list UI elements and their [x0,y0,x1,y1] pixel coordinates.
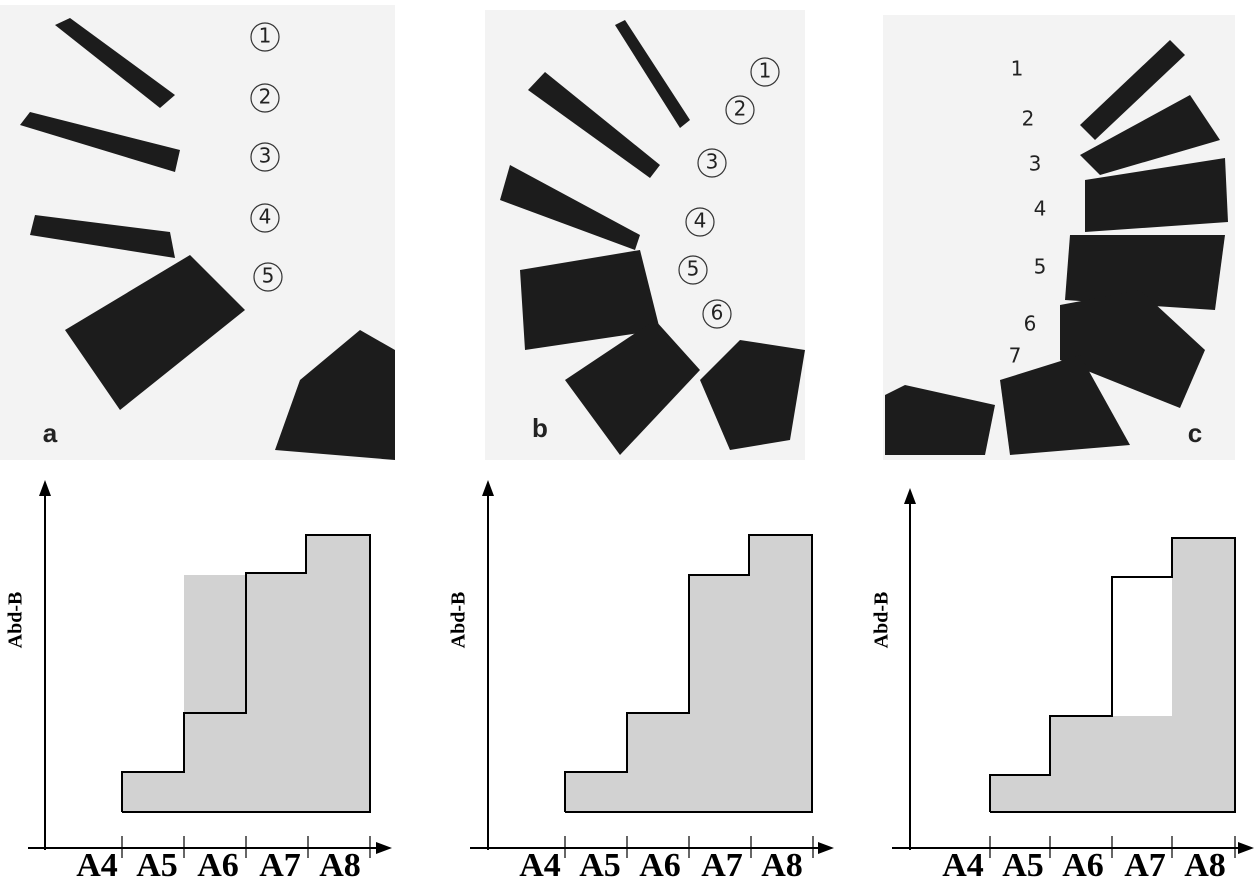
segment-number: 2 [1022,107,1035,131]
segment-number: 4 [694,209,707,233]
segment-number: 2 [734,97,747,121]
step-diagram [470,480,834,858]
segment-number: 1 [1011,57,1024,81]
step-diagram [892,488,1254,858]
segment-number: 5 [1034,255,1047,279]
segment-number: 6 [1024,312,1037,336]
segment-number: 6 [711,301,724,325]
x-tick-label: A6 [1062,847,1104,884]
segment-number: 5 [262,264,275,288]
segment-number: 5 [687,257,700,281]
y-axis-label: Abd-B [448,592,470,649]
y-axis-label: Abd-B [5,592,27,649]
x-tick-label: A4 [76,847,118,884]
segment-number: 2 [259,85,272,109]
x-tick-label: A4 [942,847,984,884]
y-axis-label: Abd-B [871,592,893,649]
x-tick-label: A5 [579,847,621,884]
x-tick-label: A5 [136,847,178,884]
segment-number: 1 [759,59,772,83]
segment-number: 3 [1029,152,1042,176]
segment-number: 3 [706,150,719,174]
panel-letter: a [43,418,58,448]
segment-number: 3 [259,144,272,168]
micrograph [0,5,395,460]
segment-number: 1 [259,24,272,48]
panel-letter: c [1188,418,1202,448]
x-tick-label: A7 [701,847,743,884]
segment-number: 4 [259,205,272,229]
x-tick-label: A7 [259,847,301,884]
x-tick-label: A8 [319,847,361,884]
micrograph [485,10,805,460]
figure: a12345Abd-BA4A5A6A7A8b123456Abd-BA4A5A6A… [0,0,1259,891]
panel-letter: b [532,413,548,443]
x-tick-label: A5 [1002,847,1044,884]
x-tick-label: A8 [761,847,803,884]
micrograph [883,15,1235,460]
x-tick-label: A6 [197,847,239,884]
segment-number: 4 [1034,197,1047,221]
x-tick-label: A4 [519,847,561,884]
step-diagram [28,480,392,858]
segment-number: 7 [1009,344,1022,368]
x-tick-label: A8 [1184,847,1226,884]
x-tick-label: A7 [1124,847,1166,884]
x-tick-label: A6 [639,847,681,884]
